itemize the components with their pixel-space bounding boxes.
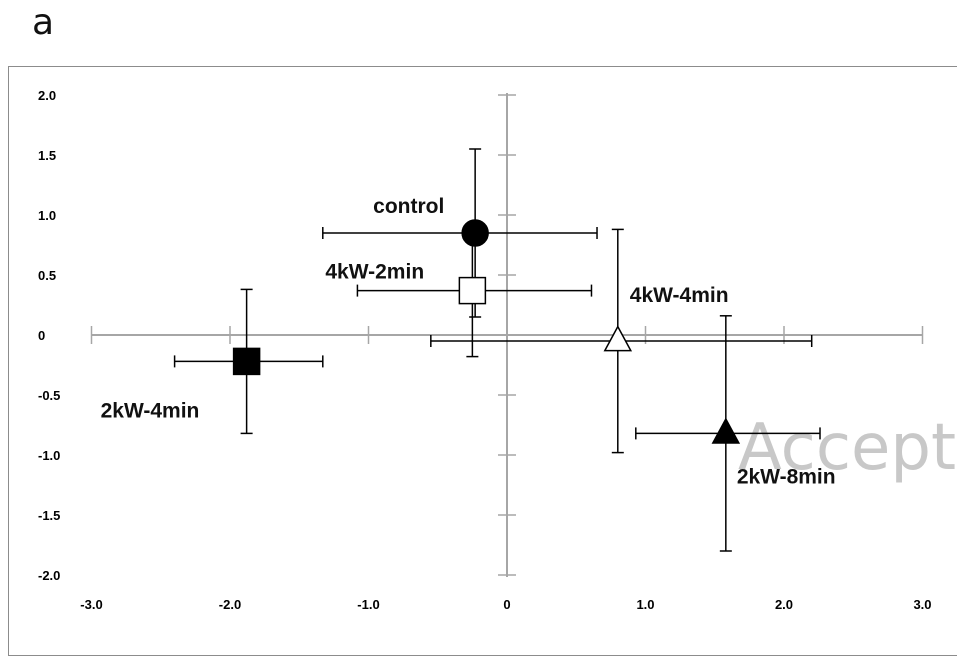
y-tick-label: -2.0	[38, 568, 60, 583]
panel-label: a	[32, 2, 55, 43]
point-label: control	[373, 195, 444, 218]
y-tick-label: 0	[38, 328, 45, 343]
axes-layer	[90, 93, 924, 577]
y-tick-label: 0.5	[38, 268, 56, 283]
point-label: 2kW-8min	[737, 465, 836, 488]
point-marker-square	[458, 276, 487, 305]
x-tick-label: 2.0	[775, 597, 793, 612]
point-marker-triangle	[603, 325, 633, 352]
point-marker-triangle	[711, 417, 741, 444]
y-tick-label: 1.5	[38, 148, 56, 163]
x-tick-label: 1.0	[636, 597, 654, 612]
point-label: 2kW-4min	[101, 399, 200, 422]
tick-label-layer: -3.0 -2.0 -1.0 0 1.0 2.0 3.0 2.0 1.5 1.0 0.5 0 -0.5 -…	[38, 88, 932, 612]
y-tick-label: 1.0	[38, 208, 56, 223]
x-tick-label: -3.0	[80, 597, 102, 612]
y-tick-label: 2.0	[38, 88, 56, 103]
watermark-text: Accept	[738, 411, 956, 485]
point-marker-square	[232, 347, 261, 376]
x-tick-label: 0	[503, 597, 510, 612]
x-tick-label: -2.0	[219, 597, 241, 612]
error-bar-layer	[173, 148, 821, 552]
x-tick-label: 3.0	[913, 597, 931, 612]
y-tick-label: -1.5	[38, 508, 60, 523]
point-label-layer: control 4kW-2min 4kW-4min 2kW-4min 2kW-8min	[101, 195, 836, 488]
point-label: 4kW-4min	[630, 284, 729, 307]
x-tick-label: -1.0	[357, 597, 379, 612]
scatter-chart: Accept control 4kW-2min 4kW-4min 2kW-4min 2k…	[38, 88, 956, 612]
marker-layer	[232, 219, 741, 444]
y-tick-label: -1.0	[38, 448, 60, 463]
point-label: 4kW-2min	[325, 261, 424, 284]
y-tick-label: -0.5	[38, 388, 60, 403]
watermark-layer: Accept	[738, 411, 956, 485]
point-marker-circle	[461, 219, 489, 247]
